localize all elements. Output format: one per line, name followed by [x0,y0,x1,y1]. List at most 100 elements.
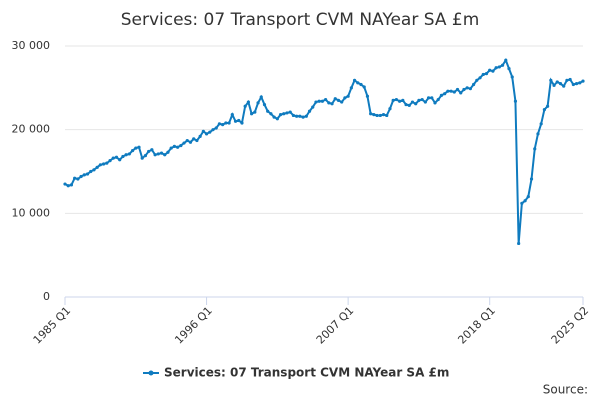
point [82,173,86,177]
point [414,102,418,106]
point [108,159,112,163]
point [449,89,453,93]
point [221,123,225,127]
point [156,152,160,156]
point [462,87,466,92]
point [446,89,450,93]
point [443,92,447,96]
series-line [64,58,584,244]
point [504,58,508,62]
x-tick-label: 2007 Q1 [314,304,357,347]
point [159,151,164,155]
point [172,144,176,148]
point [314,100,318,104]
point [391,98,395,102]
point [185,138,189,143]
x-tick-label: 2018 Q1 [455,304,498,347]
point [542,107,546,112]
x-tick-label: 1996 Q1 [172,304,215,347]
point [179,143,183,148]
point [398,99,402,103]
point [549,78,553,82]
legend-label: Services: 07 Transport CVM NAYear SA £m [164,366,449,380]
point [565,78,569,82]
point [488,68,492,72]
source: Source: [543,383,588,397]
point [381,113,386,117]
point [278,113,283,117]
point [130,148,135,153]
point [153,153,157,157]
point [407,103,411,108]
point [246,100,250,104]
point [208,130,212,134]
point [63,182,67,186]
point [98,163,102,167]
point [85,172,90,176]
point [346,94,350,98]
point [426,96,431,100]
point [433,101,437,105]
point [295,114,299,118]
point [121,154,125,159]
point [105,161,109,165]
point [578,81,582,85]
point [375,113,379,118]
point [459,91,463,95]
point [465,86,469,90]
point [237,118,241,123]
point [211,128,215,132]
point [401,98,405,102]
point [475,78,479,82]
point [330,102,334,106]
point [359,82,363,87]
point [192,137,196,141]
point [378,113,382,118]
point [571,82,575,87]
point [533,147,537,151]
point [118,158,122,162]
point [336,98,341,102]
point [301,115,305,119]
point [92,168,96,172]
point [526,195,530,199]
point [298,114,302,118]
point [204,132,209,136]
point [574,82,579,86]
point [320,99,324,103]
point [243,104,247,108]
point [340,100,344,104]
point [365,94,370,98]
point [250,112,254,116]
point [349,86,353,90]
point [89,169,93,174]
point [166,150,170,154]
point [513,99,518,103]
point [404,102,408,107]
point [201,129,205,133]
point [143,154,148,158]
point [176,145,180,149]
point [198,134,202,138]
point [224,121,228,125]
point [253,110,257,114]
point [369,112,373,116]
point [304,114,308,118]
point [102,162,106,166]
point [69,183,74,187]
point [214,126,218,130]
point [79,174,83,179]
point [352,78,357,82]
point [288,110,292,114]
point [269,112,273,116]
point [423,100,427,104]
point [439,93,444,97]
chart-title: Services: 07 Transport CVM NAYear SA £m [121,10,480,30]
point [468,87,472,91]
point [343,96,347,100]
point [517,241,521,246]
point [275,117,279,121]
point [233,119,238,123]
point [272,115,276,119]
